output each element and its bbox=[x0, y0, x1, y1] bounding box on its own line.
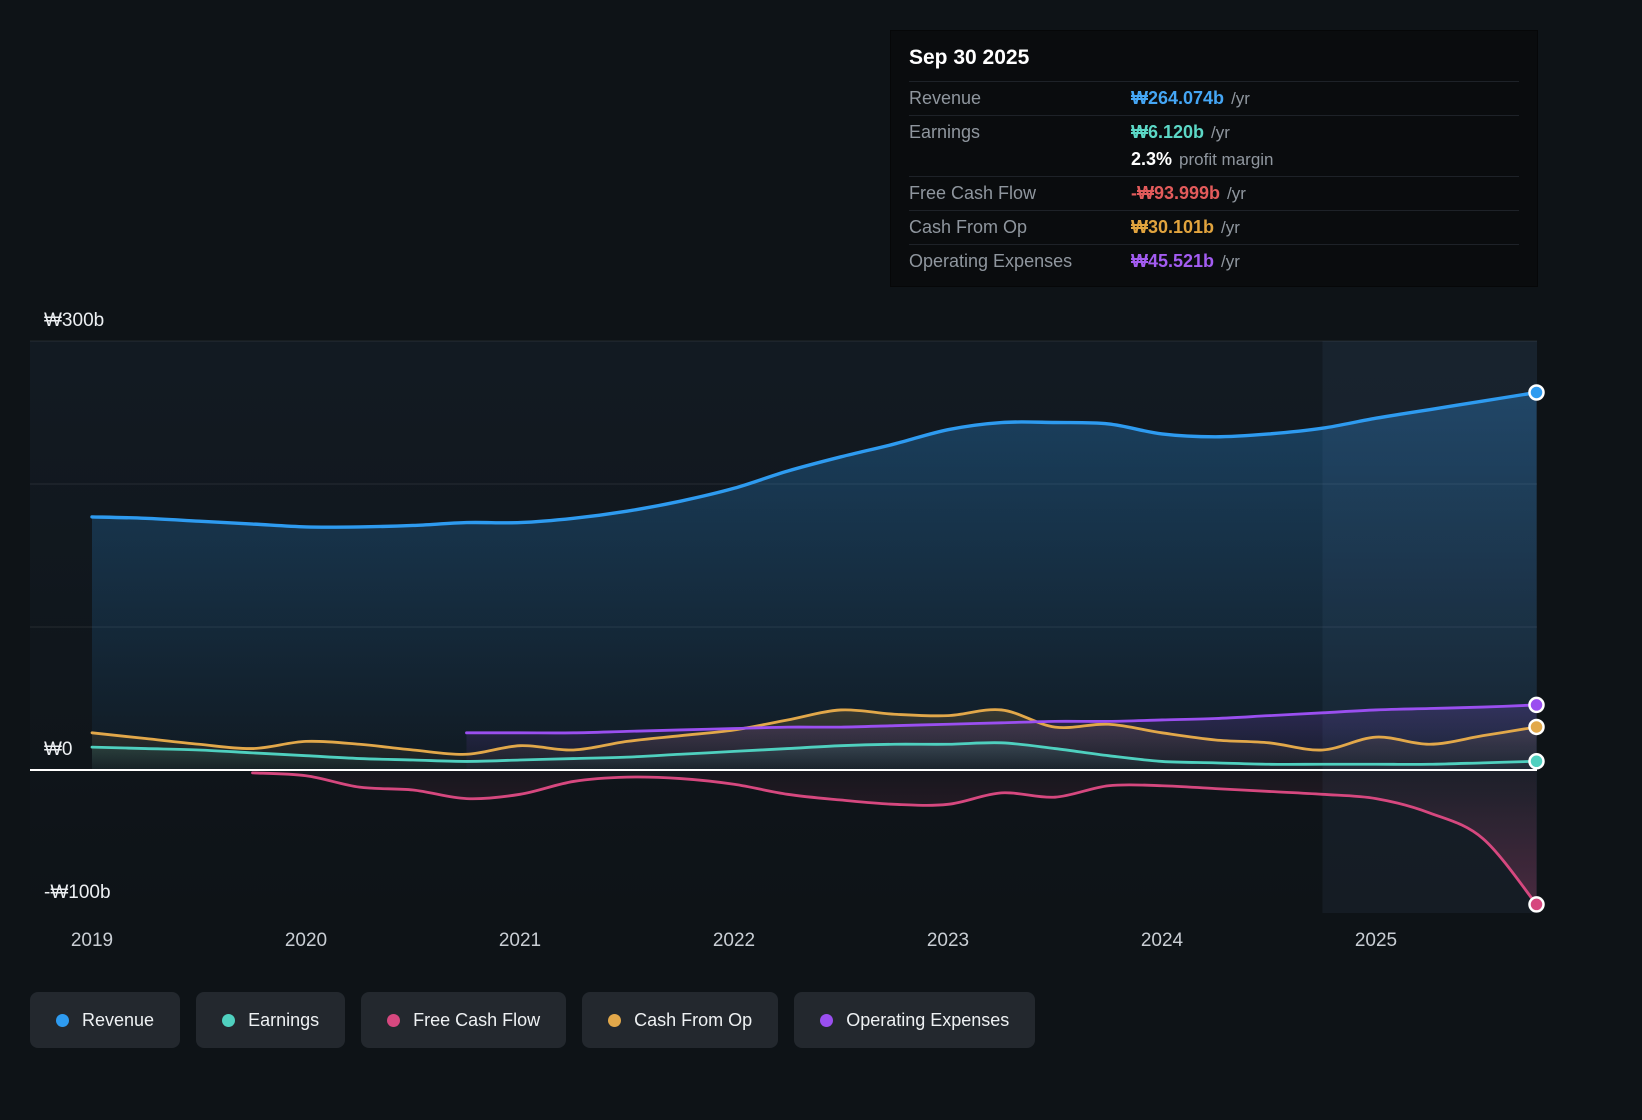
tooltip-label-revenue: Revenue bbox=[909, 88, 982, 108]
tooltip-label-cashop: Cash From Op bbox=[909, 217, 1028, 237]
series-endpoint-fcf bbox=[1528, 896, 1545, 913]
tooltip-value-cashop: ₩30.101b/yr bbox=[1131, 217, 1240, 237]
series-area-fcf bbox=[252, 770, 1537, 905]
series-line-cashop bbox=[90, 708, 1537, 756]
y-axis-label: -₩100b bbox=[44, 882, 111, 903]
series-area-opex bbox=[466, 704, 1537, 770]
tooltip-row-cash-from-op: Cash From Op ₩30.101b/yr bbox=[909, 210, 1519, 244]
tooltip-label-earnings: Earnings bbox=[909, 122, 981, 142]
tooltip-value-opex: ₩45.521b/yr bbox=[1131, 251, 1240, 271]
series-area-revenue bbox=[92, 392, 1537, 770]
legend-label-cash-from-op: Cash From Op bbox=[634, 1009, 753, 1030]
x-axis-label: 2022 bbox=[713, 930, 755, 951]
tooltip-row-free-cash-flow: Free Cash Flow -₩93.999b/yr bbox=[909, 176, 1519, 210]
legend-label-operating-expenses: Operating Expenses bbox=[846, 1009, 1010, 1030]
legend-item-cash-from-op[interactable]: Cash From Op bbox=[582, 992, 779, 1048]
tooltip-row-profit-margin: 2.3% profit margin bbox=[909, 149, 1519, 176]
x-axis-label: 2024 bbox=[1141, 930, 1184, 951]
series-endpoint-earnings bbox=[1528, 753, 1545, 770]
legend-item-operating-expenses[interactable]: Operating Expenses bbox=[794, 992, 1036, 1048]
legend: Revenue Earnings Free Cash Flow Cash Fro… bbox=[30, 992, 1036, 1048]
forecast-highlight-band bbox=[1322, 341, 1537, 913]
legend-dot-operating-expenses-icon bbox=[820, 1013, 834, 1027]
tooltip-date: Sep 30 2025 bbox=[909, 46, 1030, 69]
legend-dot-revenue-icon bbox=[56, 1013, 69, 1027]
legend-label-earnings: Earnings bbox=[248, 1009, 320, 1030]
series-endpoint-opex bbox=[1528, 696, 1545, 714]
series-line-revenue bbox=[90, 390, 1537, 529]
series-line-opex bbox=[465, 703, 1537, 735]
tooltip-value-fcf: -₩93.999b/yr bbox=[1131, 183, 1246, 203]
series-lines bbox=[90, 390, 1537, 906]
x-axis-label: 2023 bbox=[927, 930, 969, 951]
tooltip-row-operating-expenses: Operating Expenses ₩45.521b/yr bbox=[909, 244, 1519, 278]
legend-item-free-cash-flow[interactable]: Free Cash Flow bbox=[361, 992, 567, 1048]
tooltip-row-revenue: Revenue ₩264.074b/yr bbox=[909, 81, 1519, 115]
legend-dot-cash-from-op-icon bbox=[608, 1013, 622, 1027]
legend-dot-free-cash-flow-icon bbox=[387, 1013, 401, 1027]
y-axis-label: ₩300b bbox=[44, 310, 104, 331]
x-axis-label: 2025 bbox=[1355, 930, 1397, 951]
tooltip-row-earnings: Earnings ₩6.120b/yr bbox=[909, 115, 1519, 149]
x-axis-label: 2020 bbox=[285, 930, 327, 951]
x-axis-label: 2021 bbox=[499, 930, 541, 951]
series-endpoint-revenue bbox=[1528, 384, 1545, 401]
tooltip-value-earnings: ₩6.120b/yr bbox=[1131, 122, 1230, 142]
legend-item-revenue[interactable]: Revenue bbox=[30, 992, 181, 1048]
tooltip-value-revenue: ₩264.074b/yr bbox=[1131, 88, 1250, 108]
y-axis-label: ₩0 bbox=[44, 739, 73, 760]
legend-item-earnings[interactable]: Earnings bbox=[196, 992, 346, 1048]
legend-label-free-cash-flow: Free Cash Flow bbox=[413, 1009, 541, 1030]
series-endpoint-cashop bbox=[1528, 718, 1545, 736]
tooltip-label-fcf: Free Cash Flow bbox=[909, 183, 1037, 203]
legend-label-revenue: Revenue bbox=[82, 1009, 155, 1030]
tooltip-label-opex: Operating Expenses bbox=[909, 251, 1073, 271]
series-line-earnings bbox=[90, 741, 1537, 766]
series-line-fcf bbox=[251, 771, 1537, 906]
tooltip-panel: Sep 30 2025 Revenue ₩264.074b/yr Earning… bbox=[890, 30, 1538, 287]
tooltip-value-margin: 2.3% profit margin bbox=[1131, 149, 1274, 169]
x-axis-label: 2019 bbox=[71, 930, 113, 951]
legend-dot-earnings-icon bbox=[222, 1013, 236, 1027]
series-areas bbox=[92, 341, 1537, 913]
